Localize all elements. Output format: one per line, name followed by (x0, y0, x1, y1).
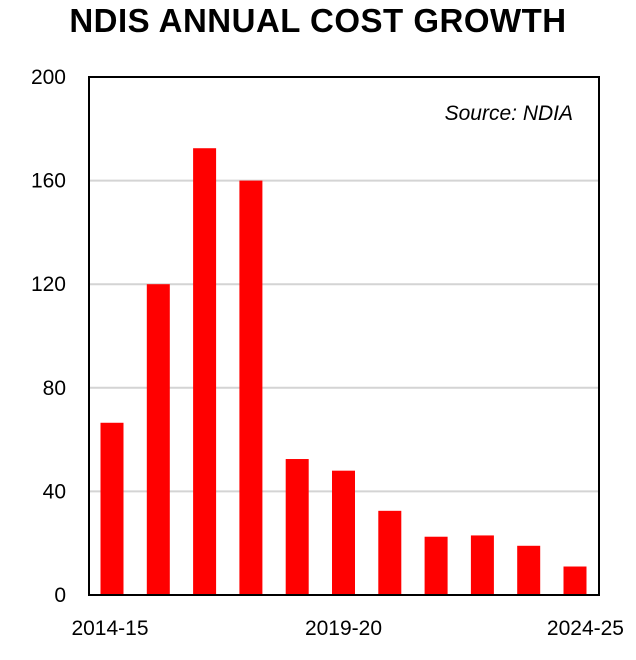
bar-2021-22 (424, 536, 448, 595)
bar-2015-16 (146, 284, 170, 595)
y-tick-label: 160 (31, 170, 66, 193)
bar-2017-18 (239, 180, 263, 595)
gridlines (89, 179, 599, 493)
bar-2019-20 (332, 470, 355, 595)
bar-2018-19 (285, 459, 309, 595)
bar-2016-17 (193, 148, 217, 595)
y-tick-label: 80 (43, 377, 66, 400)
chart-title: NDIS ANNUAL COST GROWTH (69, 2, 567, 39)
plot-frame (88, 76, 600, 596)
bars (100, 148, 587, 595)
y-axis-ticks: 0 40 80 120 160 200 (31, 66, 66, 607)
bar-2024-25 (563, 566, 587, 595)
source-annotation: Source: NDIA (445, 102, 573, 125)
x-tick-label: 2019-20 (305, 617, 382, 640)
bar-2023-24 (517, 545, 541, 595)
bar-2020-21 (378, 510, 402, 595)
x-tick-label: 2024-25 (547, 617, 624, 640)
y-tick-label: 0 (54, 584, 66, 607)
bar-2022-23 (470, 535, 494, 595)
bar-2014-15 (100, 422, 124, 595)
x-tick-label: 2014-15 (71, 617, 148, 640)
y-tick-label: 120 (31, 273, 66, 296)
x-axis-ticks: 2014-15 2019-20 2024-25 (71, 617, 624, 640)
y-tick-label: 200 (31, 66, 66, 89)
y-tick-label: 40 (43, 480, 66, 503)
